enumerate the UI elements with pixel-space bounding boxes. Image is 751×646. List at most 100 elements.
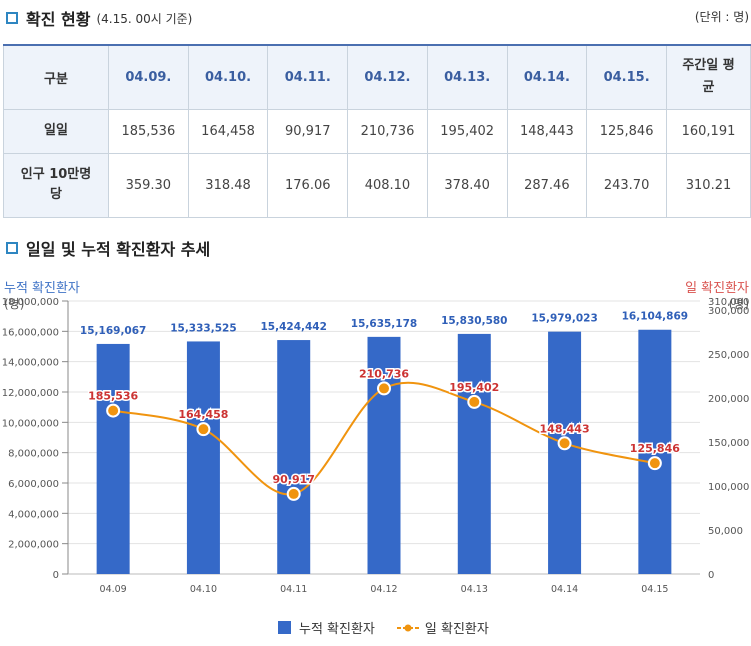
table-header-cell: 04.12. [347, 44, 428, 110]
bar-value-label: 15,979,023 [531, 313, 597, 325]
line-value-label: 164,458 [178, 408, 228, 421]
bar [186, 341, 220, 574]
table-cell: 378.40 [426, 152, 508, 218]
table-cell: 125,846 [586, 108, 667, 154]
right-axis-tick-label: 200,000 [708, 394, 749, 405]
right-axis-tick-label: 150,000 [708, 438, 749, 449]
left-axis-tick-label: 14,000,000 [2, 358, 59, 369]
table-row: 인구 10만명 당 359.30 318.48 176.06 408.10 37… [3, 152, 751, 218]
x-axis-tick-label: 04.13 [461, 584, 488, 595]
table-header-cell: 04.15. [586, 44, 667, 110]
table-cell: 176.06 [267, 152, 349, 218]
right-axis-tick-label: 310,000 [708, 297, 749, 308]
line-point [557, 436, 572, 451]
line-point [377, 381, 391, 396]
bar-value-label: 15,169,067 [80, 325, 146, 337]
table-cell: 318.48 [187, 152, 269, 218]
left-axis-tick-label: 0 [53, 570, 59, 581]
unit-label: (단위 : 명) [694, 10, 749, 24]
x-axis-tick-label: 04.14 [551, 584, 578, 595]
table-header-cell: 구분 [3, 44, 109, 110]
line-value-label: 210,736 [359, 367, 409, 380]
line-point [106, 403, 121, 418]
table-cell: 408.10 [347, 152, 428, 218]
bar-value-label: 16,104,869 [622, 311, 688, 323]
section-square-icon [6, 242, 18, 254]
table-cell: 90,917 [267, 108, 349, 154]
stats-table: 구분 04.09. 04.10. 04.11. 04.12. 04.13. 04… [3, 44, 751, 218]
legend-line-label: 일 확진환자 [424, 622, 489, 637]
table-row: 일일 185,536 164,458 90,917 210,736 195,40… [3, 108, 751, 154]
left-axis-tick-label: 4,000,000 [8, 509, 59, 520]
left-axis-tick-label: 12,000,000 [2, 388, 59, 399]
line-value-label: 90,917 [272, 473, 314, 486]
right-axis-tick-label: 100,000 [708, 482, 749, 493]
line-point [286, 486, 301, 501]
x-axis-tick-label: 04.12 [370, 584, 397, 595]
right-axis-tick-label: 50,000 [708, 526, 743, 537]
left-axis-tick-label: 18,000,000 [2, 297, 59, 308]
line-point [647, 456, 662, 471]
left-axis-tick-label: 2,000,000 [8, 540, 59, 551]
table-cell: 164,458 [187, 108, 269, 154]
right-axis-title: 일 확진환자 [685, 281, 749, 296]
section-square-icon [6, 12, 18, 24]
bar [638, 329, 672, 574]
bar-value-label: 15,830,580 [441, 315, 507, 327]
right-axis-tick-label: 0 [708, 570, 714, 581]
section-title-status: 확진 현황 (4.15. 00시 기준) [6, 6, 192, 30]
table-header-cell: 04.13. [426, 44, 508, 110]
line-point [196, 422, 211, 437]
line-value-label: 125,846 [630, 442, 680, 455]
line-value-label: 148,443 [540, 422, 590, 435]
bar-value-label: 15,635,178 [351, 318, 417, 330]
table-header-row: 구분 04.09. 04.10. 04.11. 04.12. 04.13. 04… [3, 44, 751, 110]
row-label: 인구 10만명 당 [3, 152, 109, 218]
table-header-cell: 04.14. [506, 44, 588, 110]
table-cell: 287.46 [506, 152, 588, 218]
bar [277, 340, 311, 574]
x-axis-tick-label: 04.10 [190, 584, 217, 595]
table-header-cell: 04.10. [187, 44, 269, 110]
left-axis-title: 누적 확진환자 [4, 281, 80, 296]
bar [96, 343, 130, 574]
left-axis-tick-label: 16,000,000 [2, 327, 59, 338]
table-cell: 310.21 [666, 152, 751, 218]
x-axis-tick-label: 04.09 [100, 584, 127, 595]
line-value-label: 195,402 [449, 381, 499, 394]
line-value-label: 185,536 [88, 390, 138, 403]
table-cell: 243.70 [586, 152, 667, 218]
legend-line-swatch [396, 624, 419, 631]
legend-bar-label: 누적 확진환자 [299, 622, 375, 637]
table-cell: 148,443 [506, 108, 588, 154]
x-axis-tick-label: 04.15 [641, 584, 668, 595]
section-title-trend: 일일 및 누적 확진환자 추세 [6, 236, 210, 260]
table-header-cell: 04.09. [108, 44, 189, 110]
right-axis-tick-label: 250,000 [708, 350, 749, 361]
status-title: 확진 현황 [26, 10, 91, 29]
table-cell: 185,536 [108, 108, 189, 154]
row-label: 일일 [3, 108, 109, 154]
left-axis-tick-label: 8,000,000 [8, 449, 59, 460]
table-cell: 210,736 [347, 108, 428, 154]
right-axis-tick-label: 300,000 [708, 306, 749, 317]
table-cell: 160,191 [666, 108, 751, 154]
table-header-cell: 주간일 평균 [666, 44, 751, 110]
line-point [467, 394, 482, 409]
left-axis-unit: (명) [4, 297, 24, 311]
bar [548, 331, 582, 574]
bar-value-label: 15,424,442 [260, 321, 326, 333]
legend-bar-swatch [278, 621, 291, 634]
x-axis-tick-label: 04.11 [280, 584, 307, 595]
right-axis-unit: (명) [729, 297, 749, 311]
bar [457, 333, 491, 574]
left-axis-tick-label: 6,000,000 [8, 479, 59, 490]
status-subtitle: (4.15. 00시 기준) [96, 11, 193, 26]
bar [367, 336, 401, 574]
trend-title: 일일 및 누적 확진환자 추세 [26, 240, 211, 259]
table-header-cell: 04.11. [267, 44, 349, 110]
table-cell: 359.30 [108, 152, 189, 218]
trend-chart: 누적 확진환자(명)일 확진환자(명)02,000,0004,000,0006,… [2, 281, 750, 595]
chart-legend: 누적 확진환자 일 확진환자 [278, 618, 489, 637]
table-cell: 195,402 [426, 108, 508, 154]
